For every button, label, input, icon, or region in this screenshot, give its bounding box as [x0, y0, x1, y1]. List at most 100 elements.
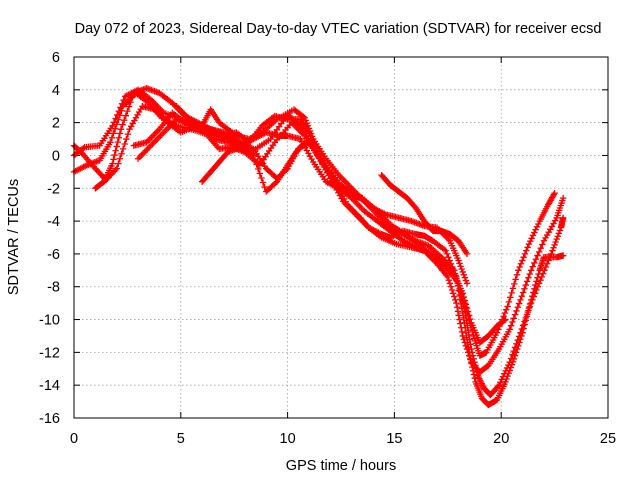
data-point	[506, 326, 513, 333]
data-point	[110, 156, 117, 163]
data-point	[526, 300, 534, 308]
data-point	[447, 260, 455, 267]
data-point	[534, 252, 541, 259]
series-track-8	[173, 103, 236, 136]
data-point	[534, 274, 541, 281]
series-line	[73, 89, 556, 357]
data-series	[70, 84, 567, 409]
y-tick-label: 6	[52, 50, 60, 66]
data-point	[511, 280, 518, 288]
data-point	[442, 247, 449, 254]
data-point	[555, 230, 563, 237]
series-track-3	[70, 103, 567, 399]
data-point	[462, 329, 470, 336]
data-point	[113, 165, 120, 172]
data-point	[465, 344, 472, 351]
y-tick-label: -12	[39, 345, 60, 361]
plot-frame	[73, 56, 609, 419]
data-point	[507, 364, 515, 371]
data-point	[519, 289, 527, 296]
data-point	[559, 214, 567, 222]
data-point	[559, 194, 567, 202]
x-tick-label: 25	[600, 431, 616, 447]
data-point	[515, 300, 523, 307]
data-point	[514, 345, 521, 353]
data-point	[553, 235, 560, 243]
data-point	[459, 309, 466, 317]
data-point	[116, 155, 124, 162]
x-tick-label: 10	[280, 431, 296, 447]
data-point	[457, 296, 464, 303]
data-point	[529, 232, 537, 239]
data-point	[509, 318, 516, 326]
data-point	[495, 381, 503, 389]
data-point	[543, 260, 551, 267]
data-point	[305, 129, 313, 136]
data-point	[508, 289, 515, 297]
data-point	[463, 334, 470, 341]
data-point	[509, 358, 517, 365]
data-point	[539, 241, 546, 248]
data-point	[456, 291, 463, 299]
data-point	[522, 281, 529, 289]
data-point	[111, 125, 119, 132]
data-point	[509, 285, 517, 292]
data-point	[460, 293, 468, 301]
data-point	[504, 303, 511, 310]
data-point	[523, 313, 531, 320]
y-axis-label: SDTVAR / TECUs	[6, 179, 22, 295]
data-point	[517, 336, 524, 343]
data-point	[518, 292, 525, 300]
data-point	[121, 140, 128, 148]
data-point	[107, 139, 114, 146]
data-point	[468, 360, 475, 367]
data-point	[516, 263, 523, 271]
data-point	[300, 140, 307, 147]
data-point	[531, 259, 538, 267]
data-point	[551, 189, 558, 197]
data-point	[519, 257, 526, 264]
data-point	[525, 304, 533, 312]
data-point	[515, 342, 522, 349]
series-track-1	[70, 86, 558, 359]
data-point	[551, 241, 558, 249]
data-point	[258, 174, 265, 182]
data-point	[514, 304, 521, 311]
data-point	[535, 248, 543, 256]
data-point	[261, 183, 268, 191]
data-point	[507, 294, 514, 301]
data-point	[516, 339, 523, 346]
data-point	[520, 325, 527, 332]
data-point	[529, 263, 536, 270]
data-point	[511, 352, 519, 359]
data-point	[117, 126, 125, 133]
data-point	[125, 103, 133, 110]
data-point	[525, 240, 533, 248]
data-point	[503, 375, 510, 383]
data-point	[124, 130, 132, 138]
data-point	[462, 301, 470, 308]
data-point	[505, 298, 513, 306]
data-point	[119, 145, 127, 153]
data-point	[443, 250, 451, 258]
data-point	[467, 356, 474, 363]
x-tick-label: 5	[177, 431, 185, 447]
data-point	[523, 247, 530, 254]
data-point	[460, 271, 468, 279]
data-point	[259, 179, 267, 186]
data-point	[113, 121, 120, 128]
data-point	[512, 276, 519, 283]
data-point	[116, 112, 124, 119]
data-point	[502, 316, 509, 323]
data-point	[127, 98, 134, 106]
data-point	[550, 191, 557, 198]
data-point	[463, 280, 471, 287]
data-point	[469, 363, 476, 371]
data-point	[554, 233, 562, 240]
data-point	[531, 229, 538, 236]
data-point	[506, 367, 513, 374]
data-point	[445, 253, 452, 261]
data-point	[114, 138, 121, 146]
data-point	[461, 297, 469, 304]
data-point	[501, 317, 508, 324]
